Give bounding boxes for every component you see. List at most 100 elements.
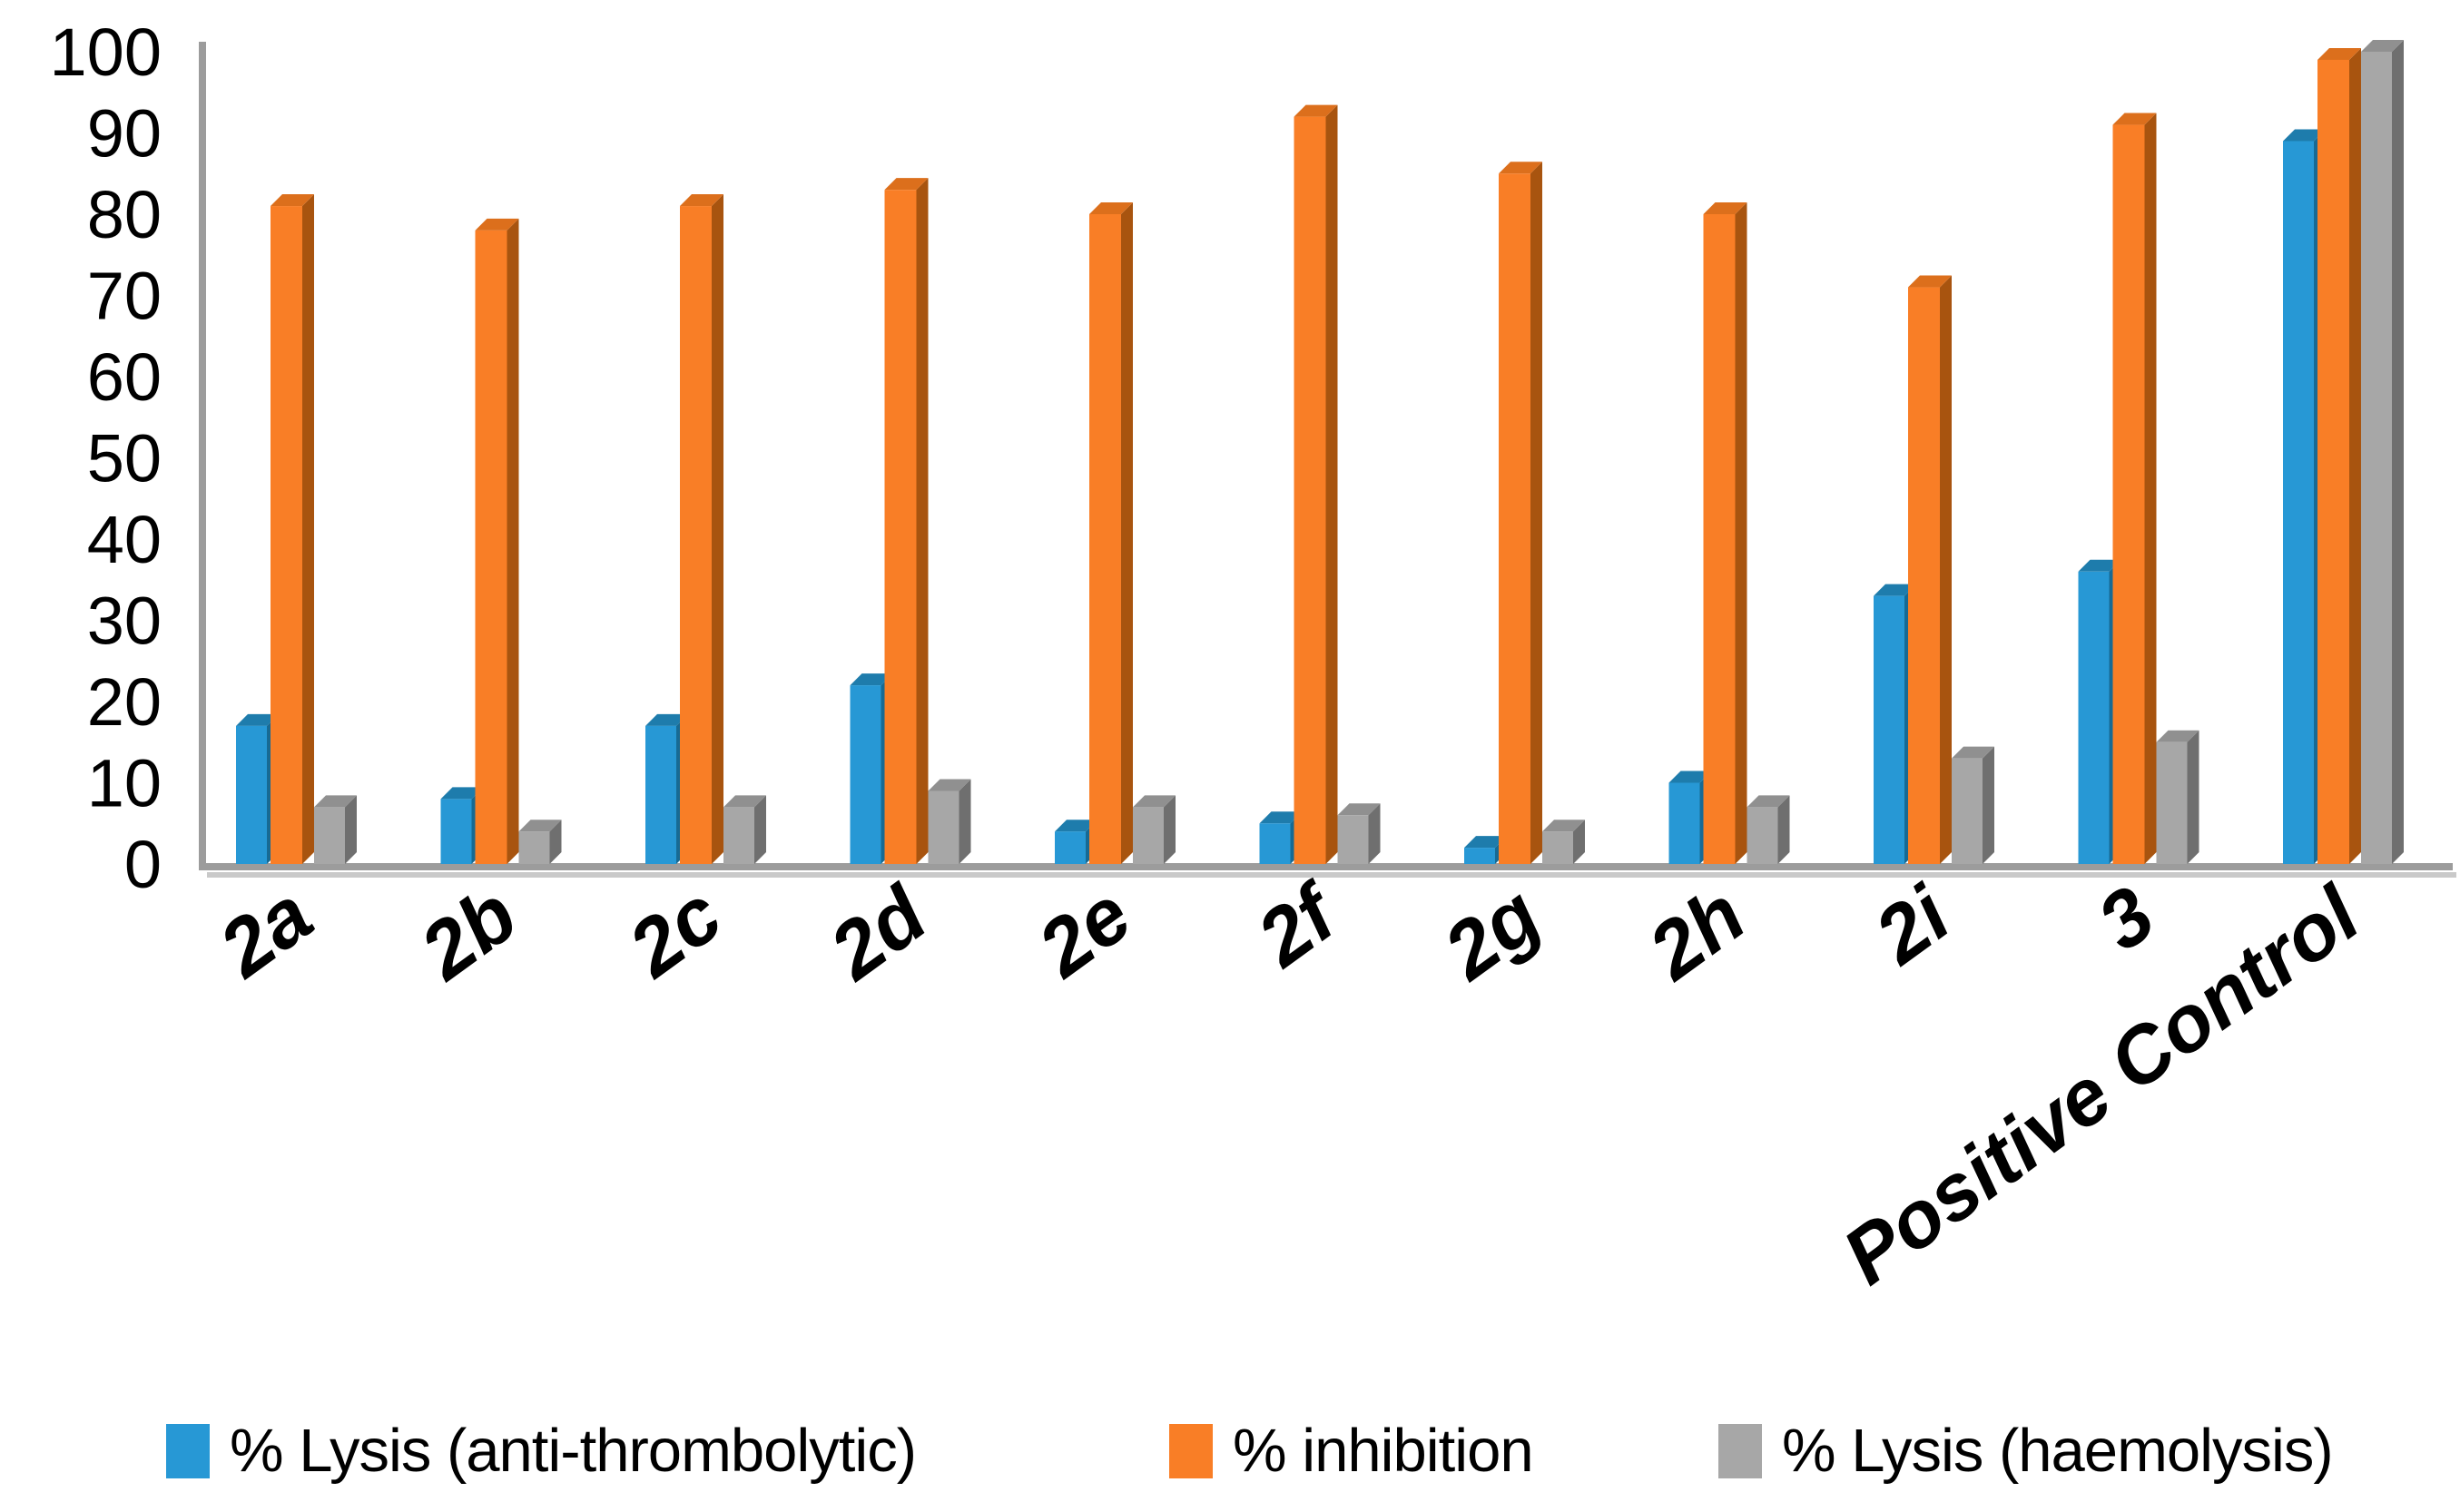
bar-top-positive-control-lysis-haemolysis xyxy=(2361,40,2404,52)
bar-top-positive-control-inhibition xyxy=(2317,47,2361,60)
legend-label: % inhibition xyxy=(1233,1417,1534,1485)
bar-side-2d-inhibition xyxy=(916,178,929,864)
bar-2a-lysis-anti-thrombolytic xyxy=(236,725,267,864)
x-label-3: 3 xyxy=(2081,869,2170,967)
bar-2c-inhibition xyxy=(680,206,712,865)
bar-2f-lysis-haemolysis xyxy=(1337,815,1369,864)
bar-top-2d-inhibition xyxy=(884,178,929,191)
bar-group-2g xyxy=(1464,162,1585,864)
y-tick-60: 60 xyxy=(87,339,162,415)
bar-group-2a xyxy=(236,194,357,865)
bar-top-2i-inhibition xyxy=(1908,275,1952,288)
bar-2b-inhibition xyxy=(475,230,507,864)
y-tick-40: 40 xyxy=(87,502,162,577)
legend-entry-inhibition: % inhibition xyxy=(1169,1416,1534,1486)
x-label-2c: 2c xyxy=(611,869,737,995)
legend: % Lysis (anti-thrombolytic) % inhibition… xyxy=(0,1416,2460,1507)
bar-top-2e-inhibition xyxy=(1089,202,1133,214)
bar-top-2h-inhibition xyxy=(1703,202,1747,214)
bar-group-2e xyxy=(1055,202,1176,864)
bar-side-2i-inhibition xyxy=(1940,275,1952,864)
legend-entry-haemolysis: % Lysis (haemolysis) xyxy=(1718,1416,2334,1486)
bar-top-2d-lysis-haemolysis xyxy=(928,779,971,791)
bar-group-2d xyxy=(850,178,971,864)
bar-top-2h-lysis-haemolysis xyxy=(1747,795,1790,808)
bar-3-lysis-anti-thrombolytic xyxy=(2078,571,2110,864)
bar-2i-inhibition xyxy=(1908,287,1940,864)
bar-top-3-lysis-haemolysis xyxy=(2156,730,2199,742)
legend-label: % Lysis (anti-thrombolytic) xyxy=(230,1417,917,1485)
bar-3-lysis-haemolysis xyxy=(2156,741,2188,864)
bar-top-2f-lysis-anti-thrombolytic xyxy=(1259,811,1303,824)
bar-positive-control-lysis-anti-thrombolytic xyxy=(2283,141,2314,864)
bar-group-3 xyxy=(2078,113,2199,865)
bar-side-2f-inhibition xyxy=(1325,104,1338,865)
bar-group-2i xyxy=(1874,275,1994,864)
bar-2d-lysis-anti-thrombolytic xyxy=(850,685,881,864)
bar-2c-lysis-anti-thrombolytic xyxy=(645,725,676,864)
bar-group-2b xyxy=(440,218,562,864)
bar-groups xyxy=(236,40,2404,865)
bar-2d-lysis-haemolysis xyxy=(928,790,959,864)
y-tick-50: 50 xyxy=(87,421,162,496)
bar-2e-lysis-anti-thrombolytic xyxy=(1055,831,1086,864)
bar-3-inhibition xyxy=(2112,124,2145,865)
x-label-2b: 2b xyxy=(403,869,533,997)
bar-side-3-lysis-haemolysis xyxy=(2187,730,2199,864)
bar-top-2f-lysis-haemolysis xyxy=(1337,803,1381,816)
legend-swatch-orange xyxy=(1169,1423,1213,1478)
bar-2b-lysis-haemolysis xyxy=(518,831,550,864)
bar-side-2a-inhibition xyxy=(302,194,314,865)
legend-label: % Lysis (haemolysis) xyxy=(1782,1417,2334,1485)
bar-2a-lysis-haemolysis xyxy=(314,807,345,864)
bar-2g-lysis-anti-thrombolytic xyxy=(1464,848,1495,864)
x-label-2g: 2g xyxy=(1426,869,1556,997)
bar-top-2g-inhibition xyxy=(1499,162,1542,174)
x-label-2i: 2i xyxy=(1857,868,1966,981)
y-tick-70: 70 xyxy=(87,259,162,334)
bar-2i-lysis-anti-thrombolytic xyxy=(1874,595,1904,864)
bar-group-positive-control xyxy=(2283,40,2404,864)
bar-side-2g-inhibition xyxy=(1530,162,1542,864)
legend-swatch-blue xyxy=(166,1423,210,1478)
y-tick-30: 30 xyxy=(87,584,162,659)
y-tick-90: 90 xyxy=(87,96,162,172)
bar-top-3-inhibition xyxy=(2112,113,2157,125)
bar-top-2c-inhibition xyxy=(680,194,723,207)
bar-top-2h-lysis-anti-thrombolytic xyxy=(1668,771,1712,783)
bar-2f-lysis-anti-thrombolytic xyxy=(1259,823,1291,864)
y-tick-0: 0 xyxy=(124,827,162,902)
bar-side-positive-control-inhibition xyxy=(2349,47,2361,864)
bar-side-2c-lysis-haemolysis xyxy=(754,795,766,864)
bar-side-2h-lysis-haemolysis xyxy=(1777,795,1790,864)
bar-top-2c-lysis-anti-thrombolytic xyxy=(645,713,688,726)
bar-side-2e-inhibition xyxy=(1121,202,1133,864)
bar-group-2c xyxy=(645,194,766,865)
bar-2d-inhibition xyxy=(884,190,917,864)
x-label-2e: 2e xyxy=(1020,869,1146,995)
bar-top-2b-inhibition xyxy=(475,218,519,231)
bar-side-2g-lysis-haemolysis xyxy=(1573,820,1585,864)
bar-top-2a-inhibition xyxy=(271,194,314,207)
bar-side-2d-lysis-haemolysis xyxy=(959,779,971,864)
bar-side-2f-lysis-haemolysis xyxy=(1368,803,1381,864)
bar-top-2a-lysis-anti-thrombolytic xyxy=(236,713,279,726)
bar-top-positive-control-lysis-anti-thrombolytic xyxy=(2283,129,2326,142)
bar-2c-lysis-haemolysis xyxy=(723,807,754,864)
bar-side-2h-inhibition xyxy=(1735,202,1747,864)
bar-top-2i-lysis-haemolysis xyxy=(1952,746,1994,759)
bar-top-2e-lysis-anti-thrombolytic xyxy=(1055,820,1097,832)
x-label-2d: 2d xyxy=(812,868,944,997)
x-label-2h: 2h xyxy=(1631,869,1761,997)
bar-top-2e-lysis-haemolysis xyxy=(1133,795,1176,808)
bar-top-2d-lysis-anti-thrombolytic xyxy=(850,673,893,686)
bar-group-2f xyxy=(1259,104,1381,865)
bar-positive-control-inhibition xyxy=(2317,59,2349,864)
bar-top-2b-lysis-anti-thrombolytic xyxy=(440,787,484,800)
bar-2h-lysis-anti-thrombolytic xyxy=(1668,782,1700,864)
bar-side-2i-lysis-haemolysis xyxy=(1983,746,1994,864)
